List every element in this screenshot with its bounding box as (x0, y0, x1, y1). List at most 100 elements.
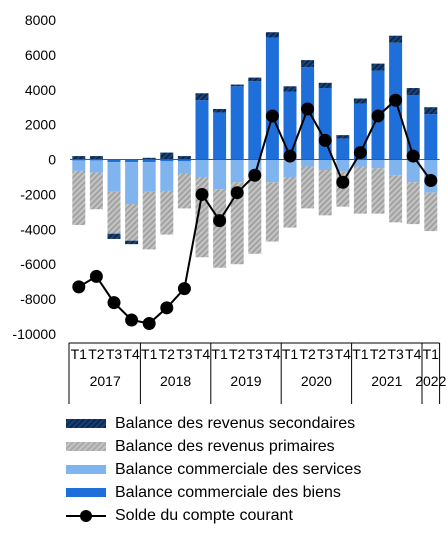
bar-goods (125, 159, 139, 163)
current-account-point (72, 280, 86, 294)
x-tick-label: T3 (387, 346, 404, 362)
bar-services (371, 159, 385, 169)
bar-secondary-income (142, 157, 156, 160)
bar-services (318, 159, 332, 171)
year-label: 2017 (90, 373, 121, 389)
year-label: 2018 (160, 373, 191, 389)
legend-item-current-account: Solde du compte courant (66, 504, 361, 527)
bar-services (125, 162, 139, 205)
legend-swatch-current-account (66, 509, 106, 523)
legend-label-current-account: Solde du compte courant (115, 506, 293, 524)
y-tick-label: -2000 (20, 186, 56, 202)
current-account-point (248, 168, 262, 182)
x-tick-label: T1 (282, 346, 299, 362)
x-tick-label: T2 (370, 346, 387, 362)
current-account-point (195, 187, 209, 201)
x-tick-label: T1 (423, 346, 440, 362)
bar-secondary-income (389, 35, 403, 43)
legend-label-primary-income: Balance des revenus primaires (115, 437, 335, 455)
x-tick-label: T4 (194, 346, 211, 362)
legend: Balance des revenus secondaires Balance … (66, 412, 361, 527)
current-account-point (89, 269, 103, 283)
bar-services (230, 159, 244, 183)
bar-services (353, 159, 367, 167)
bar-primary-income (107, 191, 121, 234)
legend-swatch-services (66, 465, 106, 474)
x-tick-label: T3 (176, 346, 193, 362)
bar-primary-income (318, 170, 332, 216)
bar-services (389, 159, 403, 176)
bar-secondary-income (107, 233, 121, 239)
legend-item-secondary-income: Balance des revenus secondaires (66, 412, 361, 435)
bar-secondary-income (248, 77, 262, 82)
bar-goods (107, 159, 121, 163)
bar-goods (424, 114, 438, 160)
x-tick-label: T4 (123, 346, 140, 362)
x-tick-label: T3 (106, 346, 123, 362)
current-account-point (213, 214, 227, 228)
bar-primary-income (213, 189, 227, 268)
bar-primary-income (371, 168, 385, 214)
year-label: 2020 (301, 373, 332, 389)
bar-services (213, 159, 227, 190)
current-account-point (389, 93, 403, 107)
bar-services (406, 159, 420, 183)
y-tick-label: 0 (48, 152, 56, 168)
bar-primary-income (283, 177, 297, 228)
bar-services (72, 160, 86, 171)
legend-item-services: Balance commerciale des services (66, 458, 361, 481)
y-tick-label: 4000 (25, 82, 56, 98)
current-account-point (301, 102, 315, 116)
y-tick-label: 2000 (25, 117, 56, 133)
bar-goods (195, 100, 209, 160)
legend-label-goods: Balance commerciale des biens (115, 483, 341, 501)
bar-primary-income (248, 177, 262, 254)
legend-item-primary-income: Balance des revenus primaires (66, 435, 361, 458)
bar-services (283, 159, 297, 177)
chart: -10000 -8000 -6000 -4000 -2000 0 2000 4000 6000 8… (12, 12, 447, 404)
current-account-line (72, 93, 438, 331)
bar-secondary-income (301, 60, 315, 68)
legend-label-services: Balance commerciale des services (115, 460, 362, 478)
bar-primary-income (424, 192, 438, 232)
bar-primary-income (301, 166, 315, 209)
bar-secondary-income (353, 98, 367, 104)
bars (70, 32, 440, 268)
bar-goods (160, 159, 174, 162)
legend-swatch-secondary-income (66, 419, 106, 428)
bar-goods (283, 91, 297, 160)
bar-services (336, 159, 350, 172)
year-label: 2022 (415, 373, 446, 389)
bar-services (89, 160, 103, 173)
current-account-point (230, 186, 244, 200)
bar-secondary-income (177, 156, 191, 160)
bar-primary-income (160, 190, 174, 235)
bar-secondary-income (336, 135, 350, 139)
bar-goods (336, 138, 350, 160)
year-label: 2021 (371, 373, 402, 389)
y-tick-label: 8000 (25, 12, 56, 28)
bar-services (107, 162, 121, 192)
current-account-point (353, 146, 367, 160)
x-tick-label: T3 (317, 346, 334, 362)
bar-primary-income (142, 191, 156, 250)
current-account-point (283, 149, 297, 163)
year-label: 2019 (230, 373, 261, 389)
x-tick-label: T4 (335, 346, 352, 362)
bar-secondary-income (89, 156, 103, 160)
bar-secondary-income (125, 240, 139, 245)
legend-swatch-primary-income (66, 442, 106, 451)
bar-primary-income (230, 182, 244, 265)
current-account-point (177, 282, 191, 296)
current-account-point (371, 109, 385, 123)
x-tick-label: T2 (229, 346, 246, 362)
bar-goods (213, 112, 227, 160)
bar-primary-income (72, 170, 86, 225)
bar-secondary-income (265, 32, 279, 38)
bar-secondary-income (318, 82, 332, 89)
x-tick-label: T2 (159, 346, 176, 362)
bar-primary-income (177, 173, 191, 209)
bar-primary-income (406, 182, 420, 225)
y-tick-label: -4000 (20, 221, 56, 237)
x-tick-label: T1 (352, 346, 369, 362)
